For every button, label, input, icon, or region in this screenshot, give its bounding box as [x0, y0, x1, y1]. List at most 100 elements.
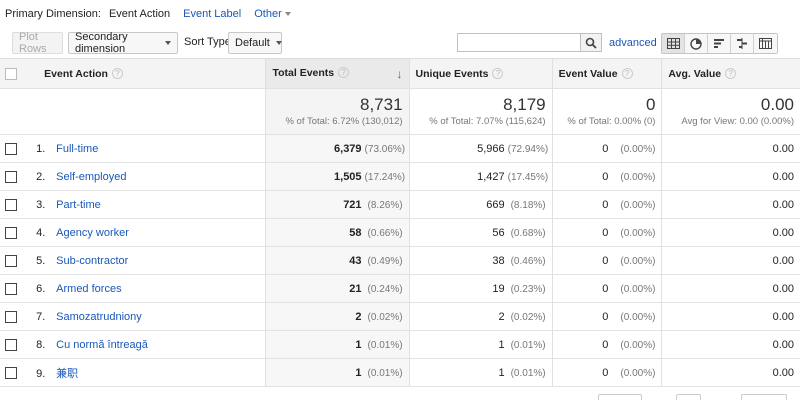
row-checkbox[interactable]	[5, 254, 18, 267]
page-navigation-buttons[interactable]	[741, 394, 787, 400]
help-icon[interactable]: ?	[111, 68, 123, 80]
select-all-checkbox[interactable]	[5, 67, 18, 80]
performance-view-button[interactable]	[708, 34, 731, 53]
pie-chart-view-button[interactable]	[685, 34, 708, 53]
event-value-value: 0	[602, 254, 609, 267]
avg-value-value: 0.00	[772, 282, 794, 295]
comparison-view-button[interactable]	[731, 34, 754, 53]
row-checkbox[interactable]	[5, 366, 18, 379]
unique-events-cell: 2 (0.02%)	[408, 302, 553, 331]
event-action-link[interactable]: Part-time	[56, 198, 101, 211]
data-table-view-button[interactable]	[662, 34, 685, 53]
event-action-link[interactable]: Sub-contractor	[56, 254, 129, 267]
row-checkbox-cell	[0, 190, 23, 219]
event-action-link[interactable]: Cu normă întreagă	[56, 338, 148, 351]
unique-events-cell: 669 (8.18%)	[408, 190, 553, 219]
unique-events-value: 38	[492, 254, 505, 267]
table-row: 5. Sub-contractor 43 (0.49%) 38 (0.46%) 0 (0.00…	[0, 246, 800, 275]
avg-value-cell: 0.00	[661, 302, 800, 331]
avg-value-value: 0.00	[772, 310, 794, 323]
total-events-cell: 1 (0.01%)	[265, 358, 410, 387]
event-value-cell: 0 (0.00%)	[551, 330, 662, 359]
row-index: 9.	[36, 367, 46, 380]
row-checkbox[interactable]	[5, 310, 18, 323]
row-checkbox-cell	[0, 358, 23, 387]
total-events-percent: (0.66%)	[367, 227, 403, 239]
select-all-cell	[0, 58, 23, 89]
unique-events-cell: 19 (0.23%)	[408, 274, 553, 303]
event-value-percent: (0.00%)	[620, 255, 656, 267]
totals-empty-cell	[0, 88, 23, 135]
row-index: 6.	[36, 282, 46, 295]
dimension-event-label[interactable]: Event Label	[183, 8, 242, 20]
totals-unique-events: 8,179 % of Total: 7.07% (115,624)	[408, 88, 553, 135]
unique-events-pct: % of Total: 7.07% (115,624)	[429, 116, 546, 127]
total-events-value: 1	[355, 366, 362, 379]
unique-events-value: 56	[492, 226, 505, 239]
event-value-cell: 0 (0.00%)	[551, 274, 662, 303]
event-action-link[interactable]: Samozatrudniony	[56, 310, 142, 323]
event-action-link[interactable]: Self-employed	[56, 170, 127, 183]
advanced-filter-link[interactable]: advanced	[609, 37, 657, 49]
row-checkbox[interactable]	[5, 338, 18, 351]
event-action-link[interactable]: Agency worker	[56, 226, 129, 239]
event-action-link[interactable]: 兼职	[56, 367, 79, 380]
table-toolbar: Plot Rows Secondary dimension Sort Type:…	[0, 28, 800, 58]
rows-per-page-select[interactable]	[598, 394, 642, 400]
column-header-avg-value[interactable]: Avg. Value?	[661, 58, 800, 89]
column-header-label: Avg. Value	[668, 67, 722, 80]
unique-events-percent: (0.02%)	[510, 311, 546, 323]
plot-rows-button[interactable]: Plot Rows	[12, 31, 63, 55]
row-checkbox[interactable]	[5, 226, 18, 239]
event-action-cell: 9. 兼职	[22, 358, 266, 387]
avg-value-cell: 0.00	[661, 162, 800, 191]
column-header-event-value[interactable]: Event Value?	[551, 58, 662, 89]
row-checkbox-cell	[0, 162, 23, 191]
row-checkbox[interactable]	[5, 142, 18, 155]
row-checkbox[interactable]	[5, 282, 18, 295]
table-row: 1. Full-time 6,379 (73.06%) 5,966 (72.94%) 0 (0…	[0, 134, 800, 163]
unique-events-value: 1	[498, 338, 505, 351]
table-row: 6. Armed forces 21 (0.24%) 19 (0.23%) 0 (0.00%)…	[0, 274, 800, 303]
unique-events-value: 19	[492, 282, 505, 295]
event-action-link[interactable]: Full-time	[56, 142, 99, 155]
avg-value-cell: 0.00	[661, 358, 800, 387]
row-checkbox[interactable]	[5, 170, 18, 183]
column-header-total-events[interactable]: Total Events? ↓	[265, 58, 410, 89]
event-value-cell: 0 (0.00%)	[551, 246, 662, 275]
event-value-value: 0	[602, 338, 609, 351]
event-action-link[interactable]: Armed forces	[56, 282, 122, 295]
event-action-cell: 3. Part-time	[22, 190, 266, 219]
column-header-event-action[interactable]: Event Action?	[22, 58, 266, 89]
help-icon[interactable]: ?	[338, 67, 350, 79]
help-icon[interactable]: ?	[621, 68, 633, 80]
row-checkbox[interactable]	[5, 198, 18, 211]
column-header-unique-events[interactable]: Unique Events?	[408, 58, 553, 89]
avg-value-value: 0.00	[772, 366, 794, 379]
row-checkbox-cell	[0, 218, 23, 247]
unique-events-percent: (0.68%)	[510, 227, 546, 239]
dimension-other-dropdown[interactable]: Other	[254, 8, 291, 20]
sort-type-dropdown[interactable]: Default	[228, 32, 282, 54]
avg-value-pct: Avg for View: 0.00 (0.00%)	[681, 116, 794, 127]
avg-value-value: 0.00	[772, 226, 794, 239]
search-button[interactable]	[581, 33, 602, 52]
pie-chart-icon	[690, 37, 702, 50]
event-action-cell: 5. Sub-contractor	[22, 246, 266, 275]
secondary-dimension-dropdown[interactable]: Secondary dimension	[68, 31, 178, 55]
pivot-view-button[interactable]	[754, 34, 777, 53]
total-events-cell: 1,505 (17.24%)	[265, 162, 410, 191]
row-index: 3.	[36, 198, 46, 211]
table-header-row: Event Action? Total Events? ↓ Unique Eve…	[0, 58, 800, 89]
go-to-page-input[interactable]	[676, 394, 701, 400]
help-icon[interactable]: ?	[492, 68, 504, 80]
totals-row: 8,731 % of Total: 6.72% (130,012) 8,179 …	[0, 88, 800, 135]
dimension-event-action[interactable]: Event Action	[108, 8, 171, 20]
row-index: 4.	[36, 226, 46, 239]
column-header-label: Event Value	[558, 67, 618, 80]
help-icon[interactable]: ?	[725, 68, 737, 80]
table-row: 7. Samozatrudniony 2 (0.02%) 2 (0.02%) 0 (0.00%…	[0, 302, 800, 331]
table-search-input[interactable]	[457, 33, 581, 52]
row-index: 1.	[36, 142, 46, 155]
plot-rows-label: Plot Rows	[19, 31, 47, 55]
